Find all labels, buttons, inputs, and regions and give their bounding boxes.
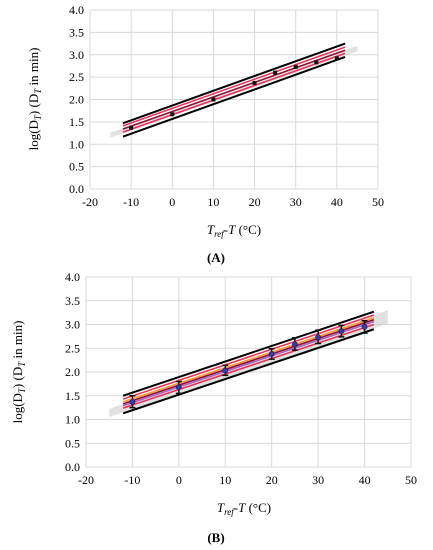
data-point-b: [361, 323, 368, 330]
fit-line-upper-bound-a: [122, 42, 346, 125]
y-tick-label-b: 3.5: [65, 294, 80, 308]
data-points-a: [129, 56, 339, 130]
y-tick-label-b: 2.0: [65, 365, 80, 379]
x-tick-label-b: 40: [359, 473, 371, 487]
data-point-b: [268, 351, 275, 357]
data-point-b: [338, 328, 345, 335]
data-point-a: [273, 70, 278, 75]
data-point-b: [222, 367, 229, 374]
x-axis-label-b: Tref-T (°C): [217, 500, 271, 517]
x-tick-label-b: 30: [312, 473, 324, 487]
fit-line-lower-bound-b: [122, 328, 375, 415]
y-tick-label-b: 1.0: [65, 413, 80, 427]
gridlines-b: [85, 276, 412, 468]
fit-line-lower-bound-a: [122, 56, 346, 138]
panel-label-b: (B): [207, 530, 224, 545]
data-point-a: [129, 125, 134, 130]
fit-line-band-b: [122, 323, 375, 409]
y-tick-label-b: 1.5: [65, 389, 80, 403]
x-tick-labels-b: -20 -10 0 10 20 30 40 50: [78, 473, 417, 487]
x-tick-label-a: 10: [207, 195, 219, 209]
y-tick-label-a: 0.5: [69, 160, 84, 174]
data-point-a: [252, 80, 257, 85]
y-tick-label-b: 2.5: [65, 341, 80, 355]
data-point-a: [170, 112, 175, 117]
y-tick-label-a: 4.0: [69, 3, 84, 17]
data-point-a: [334, 56, 339, 61]
y-tick-label-a: 1.0: [69, 137, 84, 151]
x-tick-label-a: 20: [249, 195, 261, 209]
data-point-b: [129, 399, 136, 405]
y-tick-label-b: 4.0: [65, 270, 80, 284]
x-tick-label-a: 0: [169, 195, 175, 209]
y-axis-label-b: log(DT) (DT in min): [10, 321, 27, 424]
data-points-b: [129, 323, 368, 405]
y-tick-label-a: 3.5: [69, 25, 84, 39]
gridlines-a: [89, 9, 379, 190]
y-tick-labels-b: 0.0 0.5 1.0 1.5 2.0 2.5 3.0 3.5 4.0: [65, 270, 80, 474]
x-tick-label-a: -10: [123, 195, 139, 209]
data-point-a: [314, 60, 319, 65]
x-tick-label-b: 0: [176, 473, 182, 487]
x-tick-label-b: 50: [405, 473, 417, 487]
fit-lines-b: [122, 310, 375, 415]
x-tick-label-a: -20: [82, 195, 98, 209]
y-tick-label-b: 0.0: [65, 460, 80, 474]
x-tick-label-b: -10: [124, 473, 140, 487]
x-tick-label-a: 50: [372, 195, 384, 209]
fit-line-fit-a: [122, 49, 346, 130]
fit-line-band-upper-a: [122, 46, 346, 127]
y-tick-label-b: 0.5: [65, 436, 80, 450]
y-axis-label-a: log(DT) (DT in min): [26, 48, 43, 151]
x-axis-label-a: Tref-T (°C): [207, 222, 261, 239]
fit-line-band-b: [122, 320, 375, 407]
x-tick-label-b: 10: [219, 473, 231, 487]
y-tick-label-a: 3.0: [69, 48, 84, 62]
data-point-b: [292, 341, 298, 348]
data-point-a: [293, 64, 298, 69]
fit-line-band-b: [122, 317, 375, 403]
y-tick-label-a: 2.5: [69, 70, 84, 84]
fit-line-upper-bound-b: [122, 310, 375, 397]
fit-line-band-b: [122, 314, 375, 400]
x-tick-label-a: 40: [331, 195, 343, 209]
x-tick-label-b: 20: [266, 473, 278, 487]
x-tick-label-a: 30: [290, 195, 302, 209]
x-tick-labels-a: -20 -10 0 10 20 30 40 50: [82, 195, 384, 209]
y-tick-labels-a: 0.0 0.5 1.0 1.5 2.0 2.5 3.0 3.5 4.0: [69, 3, 84, 196]
fit-lines-a: [122, 42, 346, 138]
y-tick-label-a: 1.5: [69, 115, 84, 129]
y-tick-label-a: 2.0: [69, 93, 84, 107]
data-point-a: [211, 97, 216, 102]
fit-line-fit-b: [122, 318, 375, 405]
y-tick-label-b: 3.0: [65, 318, 80, 332]
panel-a: 0.0 0.5 1.0 1.5 2.0 2.5 3.0 3.5 4.0 -20 -10 0 10 20 3…: [26, 3, 384, 265]
data-point-b: [175, 384, 182, 391]
fit-line-band-lower-a: [122, 52, 346, 133]
data-point-b: [315, 334, 322, 341]
panel-label-a: (A): [207, 250, 225, 265]
x-tick-label-b: -20: [78, 473, 94, 487]
panel-b: 0.0 0.5 1.0 1.5 2.0 2.5 3.0 3.5 4.0 -20 -10 0 10 20 3…: [10, 270, 417, 545]
y-tick-label-a: 0.0: [69, 182, 84, 196]
